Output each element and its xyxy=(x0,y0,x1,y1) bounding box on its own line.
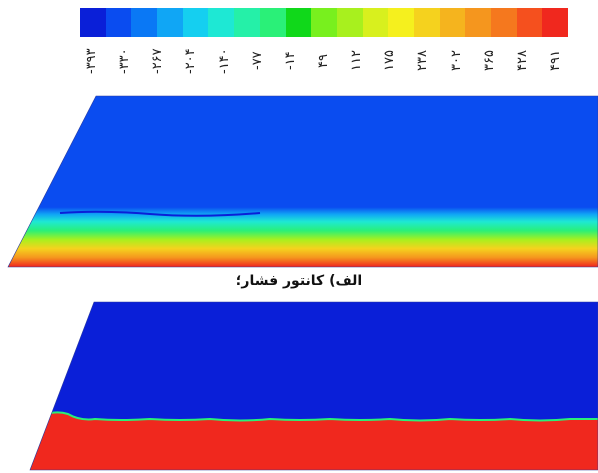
colorbar-swatch xyxy=(131,8,158,37)
colorbar-swatch xyxy=(105,8,132,37)
colorbar-swatch xyxy=(259,8,286,37)
colorbar-swatch xyxy=(182,8,209,37)
colorbar xyxy=(80,8,569,37)
colorbar-tick-label: -۲۶۷ xyxy=(150,48,166,74)
colorbar-swatch xyxy=(388,8,414,37)
colorbar-swatch xyxy=(234,8,260,37)
colorbar-tick-label: -۳۹۳ xyxy=(84,48,99,74)
colorbar-tick-label: ۴۹۱ xyxy=(548,50,563,72)
colorbar-tick-label: -۲۰۴ xyxy=(183,48,199,74)
phase-interface xyxy=(39,411,598,422)
colorbar-tick-label: ۱۷۵ xyxy=(382,50,398,72)
pressure-field xyxy=(8,96,598,267)
colorbar-swatch xyxy=(157,8,183,37)
colorbar-swatch xyxy=(516,8,543,37)
domain-outline xyxy=(7,95,598,268)
colorbar-swatch xyxy=(80,8,106,37)
colorbar-tick-label: -۱۴ xyxy=(282,51,298,71)
colorbar-swatch xyxy=(491,8,517,37)
colorbar-swatch xyxy=(311,8,337,37)
colorbar-tick-label: ۳۶۵ xyxy=(481,50,497,72)
domain-outline xyxy=(29,301,598,471)
low-pressure-streak xyxy=(59,210,261,217)
colorbar-tick-label: -۳۳۰ xyxy=(117,48,133,74)
colorbar-tick-label: ۳۰۲ xyxy=(448,50,464,72)
colorbar-ticks: -۳۹۳ -۳۳۰ -۲۶۷ -۲۰۴ -۱۴۰ -۷۷ -۱۴ ۴۹ ۱۱۲ ۱۷۵ ۲۳۸ ۳۰۲… xyxy=(80,42,568,82)
colorbar-swatch xyxy=(362,8,389,37)
panel-a-caption: الف) کانتور فشار؛ xyxy=(235,273,363,289)
colorbar-tick-label: -۷۷ xyxy=(249,51,265,71)
pressure-contour-panel xyxy=(7,95,598,268)
colorbar-tick-label: ۱۱۲ xyxy=(349,50,365,72)
colorbar-tick-label: ۴۲۸ xyxy=(514,50,530,72)
colorbar-swatch xyxy=(439,8,466,37)
colorbar-swatch xyxy=(465,8,491,37)
colorbar-swatch xyxy=(208,8,235,37)
lower-phase-region xyxy=(30,412,598,470)
phase-contour-panel xyxy=(29,301,598,471)
colorbar-tick-label: -۱۴۰ xyxy=(216,48,232,74)
colorbar-swatch xyxy=(336,8,363,37)
colorbar-tick-label: ۲۳۸ xyxy=(415,50,431,72)
colorbar-swatch xyxy=(285,8,312,37)
colorbar-swatch xyxy=(542,8,569,37)
colorbar-swatch xyxy=(413,8,440,37)
colorbar-tick-label: ۴۹ xyxy=(316,54,331,68)
